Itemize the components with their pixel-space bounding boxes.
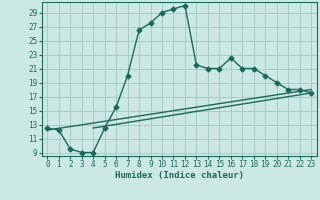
X-axis label: Humidex (Indice chaleur): Humidex (Indice chaleur)	[115, 171, 244, 180]
